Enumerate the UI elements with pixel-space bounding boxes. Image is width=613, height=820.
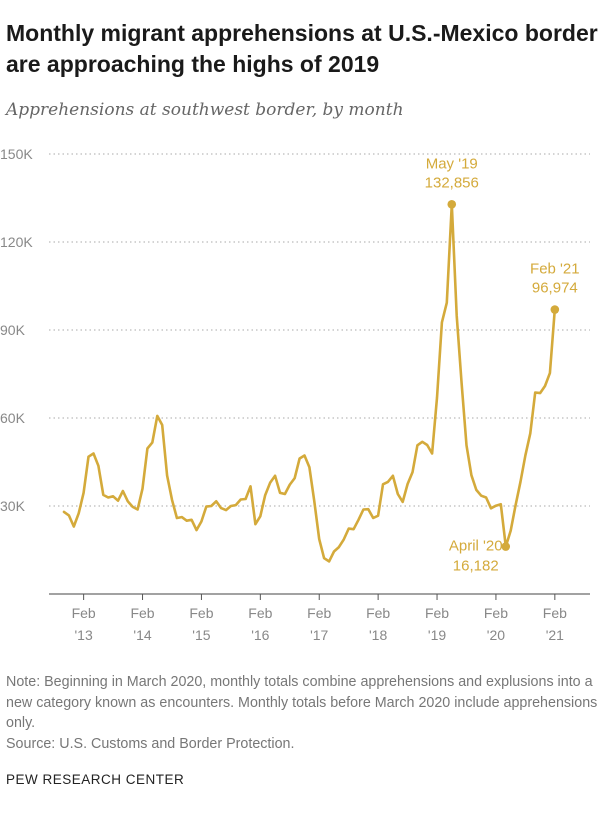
note-text: Note: Beginning in March 2020, monthly t… [6, 674, 598, 731]
y-tick-label: 120K [0, 234, 33, 250]
x-tick-month: Feb [130, 605, 154, 621]
line-chart: 30K 60K 90K 120K 150K Feb '13 Feb '14 Feb '15 Feb '… [0, 146, 590, 643]
x-tick-year: '17 [310, 627, 328, 643]
x-tick-month: Feb [189, 605, 213, 621]
annotation-value: 96,974 [532, 280, 578, 297]
y-tick-label: 90K [0, 322, 26, 338]
y-tick-label: 30K [0, 498, 26, 514]
x-tick-month: Feb [425, 605, 449, 621]
y-axis-labels: 30K 60K 90K 120K 150K [0, 146, 33, 514]
x-axis: Feb '13 Feb '14 Feb '15 Feb '16 Feb '17 Feb '18 Feb '… [49, 593, 590, 643]
x-tick-year: '18 [369, 627, 387, 643]
x-tick-year: '13 [75, 627, 93, 643]
x-tick-month: Feb [307, 605, 331, 621]
x-tick-year: '20 [487, 627, 505, 643]
grid-lines [49, 153, 590, 507]
chart-title: Monthly migrant apprehensions at U.S.-Me… [6, 20, 598, 77]
footer-notes: Note: Beginning in March 2020, monthly t… [6, 672, 606, 754]
pew-brand: PEW RESEARCH CENTER [6, 772, 185, 787]
x-tick-year: '14 [133, 627, 151, 643]
annotation-label: May '19 [426, 155, 478, 172]
annotation-value: 132,856 [425, 174, 479, 191]
annotation-point [550, 305, 560, 314]
y-tick-label: 150K [0, 146, 33, 162]
x-tick-month: Feb [543, 605, 567, 621]
x-tick-month: Feb [484, 605, 508, 621]
x-tick-month: Feb [366, 605, 390, 621]
annotation-label: April '20 [449, 538, 503, 555]
chart-subtitle: Apprehensions at southwest border, by mo… [6, 100, 404, 120]
y-tick-label: 60K [0, 410, 26, 426]
annotations: May '19 132,856 April '20 16,182 Feb '21 96,9… [425, 155, 580, 574]
annotation-value: 16,182 [453, 558, 499, 575]
annotation-point [447, 199, 457, 209]
annotation-point [501, 542, 511, 551]
x-tick-month: Feb [72, 605, 96, 621]
series-layer [62, 203, 557, 563]
x-tick-year: '15 [192, 627, 210, 643]
x-tick-year: '16 [251, 627, 269, 643]
x-tick-year: '19 [428, 627, 446, 643]
series-line [62, 203, 557, 563]
x-tick-month: Feb [248, 605, 272, 621]
annotation-label: Feb '21 [530, 261, 580, 278]
x-tick-year: '21 [546, 627, 564, 643]
source-text: Source: U.S. Customs and Border Protecti… [6, 735, 295, 752]
